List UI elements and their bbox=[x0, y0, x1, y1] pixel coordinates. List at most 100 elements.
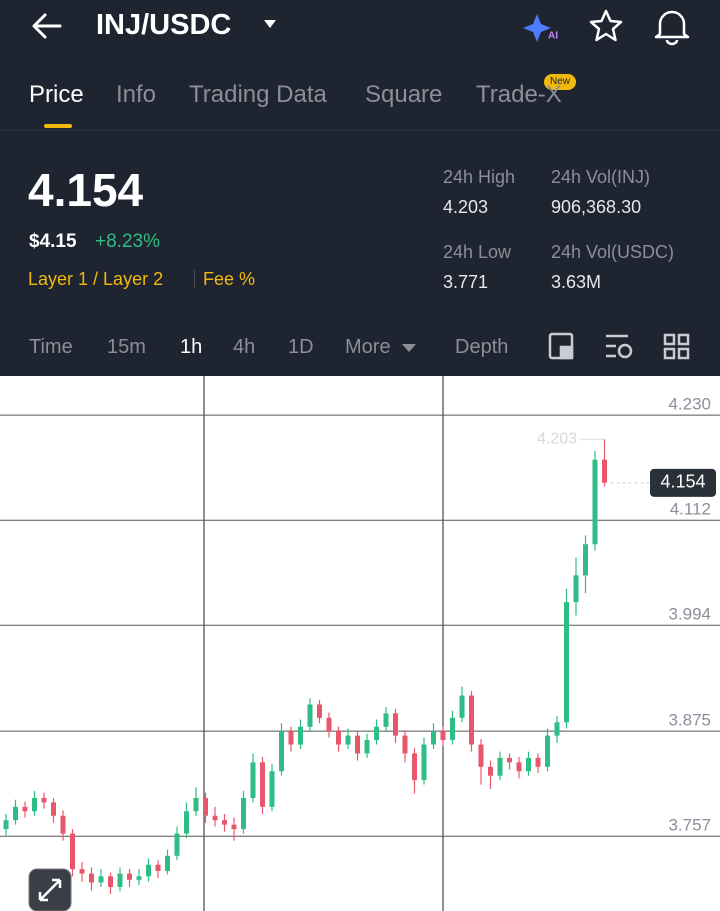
y-tick-label: 4.112 bbox=[670, 500, 711, 519]
active-tab-indicator bbox=[44, 124, 72, 128]
stat-label: 24h Vol(USDC) bbox=[551, 242, 675, 262]
ai-icon[interactable] bbox=[523, 14, 551, 42]
header-icons: AI bbox=[0, 9, 720, 360]
candle-body bbox=[13, 806, 18, 821]
stat-value: 3.63M bbox=[551, 272, 602, 292]
candle-body bbox=[488, 766, 493, 776]
candle-body bbox=[41, 797, 47, 803]
stat-value: 4.203 bbox=[443, 197, 489, 217]
tab[interactable]: Trading Data bbox=[189, 81, 327, 108]
candle-body bbox=[364, 740, 370, 754]
candle-body bbox=[165, 855, 170, 871]
tool-icon[interactable] bbox=[663, 333, 676, 346]
candle-body bbox=[545, 735, 550, 767]
interval[interactable]: Depth bbox=[455, 336, 509, 358]
candle-body bbox=[459, 695, 465, 718]
candle-body bbox=[336, 731, 341, 745]
candle-body bbox=[117, 873, 123, 887]
interval[interactable]: 1h bbox=[180, 336, 203, 358]
candle-body bbox=[355, 735, 360, 754]
fiat-price: $4.15 bbox=[29, 231, 77, 252]
candle-body bbox=[345, 735, 351, 745]
candle-body bbox=[554, 722, 560, 736]
candle-body bbox=[60, 815, 66, 834]
candle-body bbox=[421, 744, 427, 781]
favorite-icon[interactable] bbox=[589, 9, 623, 42]
candle-body bbox=[602, 459, 607, 483]
candle-body bbox=[250, 762, 256, 798]
candle-body bbox=[298, 726, 303, 745]
tag-divider bbox=[194, 270, 195, 288]
candle-body bbox=[155, 864, 161, 871]
candle-body bbox=[583, 544, 588, 576]
candle-body bbox=[393, 713, 398, 736]
y-tick-label: 3.875 bbox=[668, 711, 711, 730]
interval[interactable]: More bbox=[345, 336, 391, 358]
dropdown-caret[interactable] bbox=[264, 20, 276, 28]
candle-body bbox=[374, 726, 379, 741]
tool-icon[interactable] bbox=[559, 345, 574, 360]
tool-icon[interactable] bbox=[663, 347, 676, 360]
candle-body bbox=[222, 820, 227, 825]
tool-icon[interactable] bbox=[677, 347, 690, 360]
category-tag[interactable]: Layer 1 / Layer 2 bbox=[28, 269, 164, 289]
candle-body bbox=[326, 717, 332, 732]
candle-body bbox=[127, 873, 132, 880]
interval[interactable]: Time bbox=[29, 336, 73, 358]
tab[interactable]: Square bbox=[365, 81, 443, 108]
tool-icon[interactable] bbox=[606, 334, 628, 358]
tool-icon[interactable] bbox=[617, 343, 633, 359]
candle-body bbox=[402, 735, 408, 754]
y-tick-label: 3.757 bbox=[668, 816, 711, 835]
candle-body bbox=[478, 744, 484, 767]
candle-body bbox=[231, 824, 237, 830]
candle-body bbox=[383, 713, 389, 727]
candle-body bbox=[184, 811, 189, 834]
stat-label: 24h Low bbox=[443, 242, 512, 262]
candle-body bbox=[89, 873, 94, 883]
notification-icon[interactable] bbox=[654, 10, 690, 46]
candle-body bbox=[22, 806, 28, 812]
candle-body bbox=[412, 753, 417, 781]
candle-body bbox=[307, 704, 313, 727]
new-badge-text: New bbox=[549, 76, 570, 87]
last-price-label: 4.154 bbox=[660, 472, 705, 492]
fee-tag[interactable]: Fee % bbox=[203, 269, 256, 289]
high-marker-label: 4.203 bbox=[537, 430, 577, 447]
candle-body bbox=[535, 757, 541, 767]
y-tick-label: 4.230 bbox=[668, 395, 711, 414]
back-icon[interactable] bbox=[32, 13, 62, 39]
candle-body bbox=[260, 762, 265, 807]
interval[interactable]: 4h bbox=[233, 336, 256, 358]
expand-button[interactable] bbox=[28, 868, 72, 911]
price-chart[interactable]: 4.230 4.112 3.994 3.875 3.757 4.203 4.154 bbox=[0, 376, 720, 911]
pair-title[interactable]: INJ/USDC bbox=[96, 9, 232, 41]
candle-body bbox=[526, 757, 531, 772]
candle-body bbox=[51, 802, 56, 816]
candle-body bbox=[507, 757, 512, 763]
stat-label: 24h High bbox=[443, 167, 516, 187]
candle-body bbox=[469, 695, 474, 745]
candle-body bbox=[203, 797, 208, 816]
more-caret bbox=[402, 344, 416, 352]
chart-tools[interactable] bbox=[548, 332, 690, 360]
tool-icon[interactable] bbox=[677, 333, 690, 346]
interval[interactable]: 15m bbox=[107, 336, 146, 358]
stat-value: 906,368.30 bbox=[551, 197, 642, 217]
tab[interactable]: Info bbox=[116, 81, 157, 108]
candle-body bbox=[573, 575, 579, 603]
candle-body bbox=[146, 864, 151, 877]
tab[interactable]: Trade-X bbox=[476, 81, 562, 108]
candle-body bbox=[431, 731, 436, 745]
candle-body bbox=[70, 833, 75, 870]
candle-body bbox=[98, 876, 104, 883]
candle-body bbox=[288, 731, 294, 745]
interval[interactable]: 1D bbox=[288, 336, 314, 358]
new-badge bbox=[544, 74, 576, 90]
candle-body bbox=[269, 771, 275, 807]
last-price-tag bbox=[650, 468, 716, 497]
candle-body bbox=[279, 731, 284, 772]
expand-icon bbox=[38, 878, 62, 902]
tab[interactable]: Price bbox=[29, 81, 84, 108]
